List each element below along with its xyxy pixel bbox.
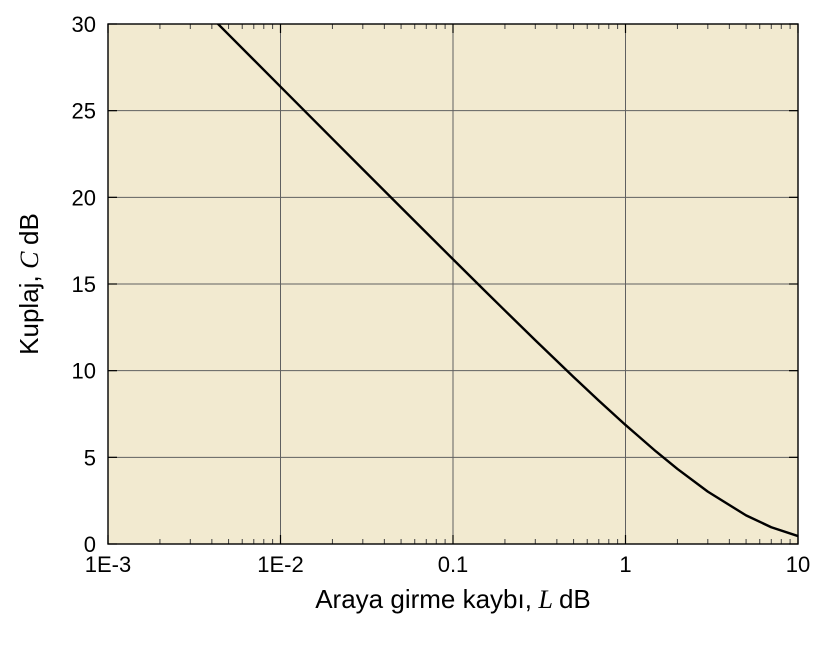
y-tick-label: 5: [84, 445, 96, 470]
y-tick-label: 10: [72, 359, 96, 384]
y-tick-label: 25: [72, 99, 96, 124]
coupling-vs-insertion-loss-chart: 1E-31E-20.1110051015202530Araya girme ka…: [0, 0, 833, 649]
x-tick-label: 1E-2: [257, 552, 303, 577]
x-tick-label: 10: [786, 552, 810, 577]
y-axis-label: Kuplaj, C dB: [14, 213, 44, 355]
y-tick-label: 30: [72, 12, 96, 37]
y-tick-label: 20: [72, 185, 96, 210]
x-tick-label: 0.1: [438, 552, 469, 577]
x-axis-label: Araya girme kaybı, L dB: [315, 584, 591, 614]
y-tick-label: 0: [84, 532, 96, 557]
y-tick-label: 15: [72, 272, 96, 297]
x-tick-label: 1: [619, 552, 631, 577]
